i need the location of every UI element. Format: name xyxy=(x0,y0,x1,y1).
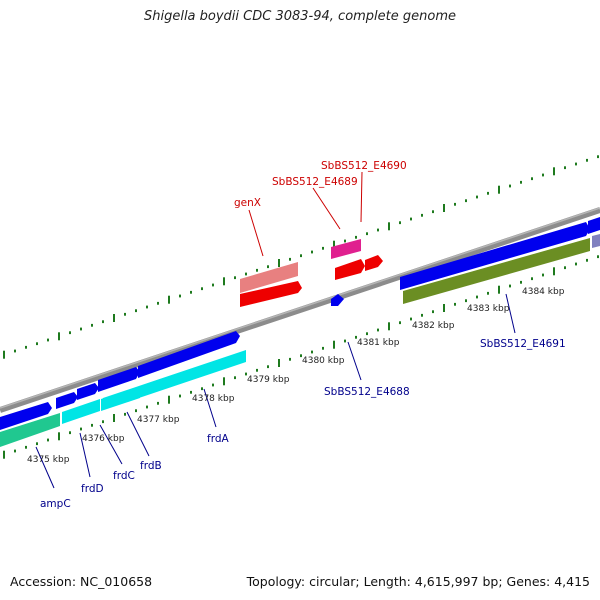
gene-ampc[interactable] xyxy=(0,402,52,430)
gene-labels: ampC frdD frdC frdB frdA SbBS512_E4688 S… xyxy=(40,160,566,510)
gene-frda[interactable] xyxy=(138,331,240,378)
gene-label-frdb[interactable]: frdB xyxy=(140,460,162,472)
gene-frdc[interactable] xyxy=(77,383,99,400)
gene-sbbs512-e4690[interactable] xyxy=(335,259,365,280)
gene-label-frdd[interactable]: frdD xyxy=(81,483,104,495)
genome-backbone xyxy=(0,207,600,413)
gene-sbbs512-e4691[interactable] xyxy=(403,238,590,304)
leader-lines xyxy=(35,171,516,489)
gene-label-e4690[interactable]: SbBS512_E4690 xyxy=(321,160,407,172)
gene-label-frda[interactable]: frdA xyxy=(207,433,229,445)
gene-frdb-cyan[interactable] xyxy=(103,350,246,410)
gene-blue-long[interactable] xyxy=(400,222,590,290)
gene-green-left[interactable] xyxy=(0,413,60,447)
gene-label-genx[interactable]: genX xyxy=(234,197,261,209)
genome-stats-text: Topology: circular; Length: 4,615,997 bp… xyxy=(246,574,590,589)
gene-red-small[interactable] xyxy=(365,255,383,271)
leader-e4690 xyxy=(360,171,363,223)
scale-labels: 4375 kbp 4376 kbp 4377 kbp 4378 kbp 4379… xyxy=(27,287,565,465)
gene-sbbs512-e4689[interactable] xyxy=(331,239,361,259)
leader-e4691 xyxy=(505,293,516,334)
gene-genx[interactable] xyxy=(240,262,298,293)
outer-tick-track xyxy=(3,155,599,359)
scale-label: 4380 kbp xyxy=(302,356,345,366)
leader-genx xyxy=(248,209,264,257)
gene-sbbs512-e4688[interactable] xyxy=(331,294,344,306)
leader-frdc xyxy=(99,424,123,465)
gene-label-e4689[interactable]: SbBS512_E4689 xyxy=(272,176,358,188)
gene-frdd-cyan[interactable] xyxy=(62,399,100,424)
scale-label: 4382 kbp xyxy=(412,321,455,331)
scale-label: 4379 kbp xyxy=(247,375,290,385)
scale-label: 4381 kbp xyxy=(357,338,400,348)
scale-label: 4384 kbp xyxy=(522,287,565,297)
gene-label-e4688[interactable]: SbBS512_E4688 xyxy=(324,386,410,398)
scale-label: 4378 kbp xyxy=(192,394,235,404)
leader-ampc xyxy=(35,446,55,489)
leader-frdb xyxy=(126,411,150,457)
map-title: Shigella boydii CDC 3083-94, complete ge… xyxy=(143,9,457,24)
scale-label: 4383 kbp xyxy=(467,304,510,314)
gene-frdb[interactable] xyxy=(98,367,140,392)
leader-e4689 xyxy=(312,187,341,230)
leader-frda xyxy=(203,388,217,428)
gene-frdd[interactable] xyxy=(56,392,78,409)
genome-backbone-highlight xyxy=(0,207,600,409)
gene-violet-edge[interactable] xyxy=(592,234,600,248)
gene-label-ampc[interactable]: ampC xyxy=(40,498,71,510)
leader-e4688 xyxy=(347,341,362,381)
gene-blue-edge[interactable] xyxy=(588,217,600,234)
gene-label-frdc[interactable]: frdC xyxy=(113,470,135,482)
scale-label: 4377 kbp xyxy=(137,415,180,425)
gene-label-e4691[interactable]: SbBS512_E4691 xyxy=(480,338,566,350)
leader-frdd xyxy=(79,432,91,478)
scale-label: 4375 kbp xyxy=(27,455,70,465)
gene-red-lower[interactable] xyxy=(240,281,302,307)
accession-text: Accession: NC_010658 xyxy=(10,574,153,589)
inner-tick-track xyxy=(3,255,599,459)
scale-label: 4376 kbp xyxy=(82,434,125,444)
